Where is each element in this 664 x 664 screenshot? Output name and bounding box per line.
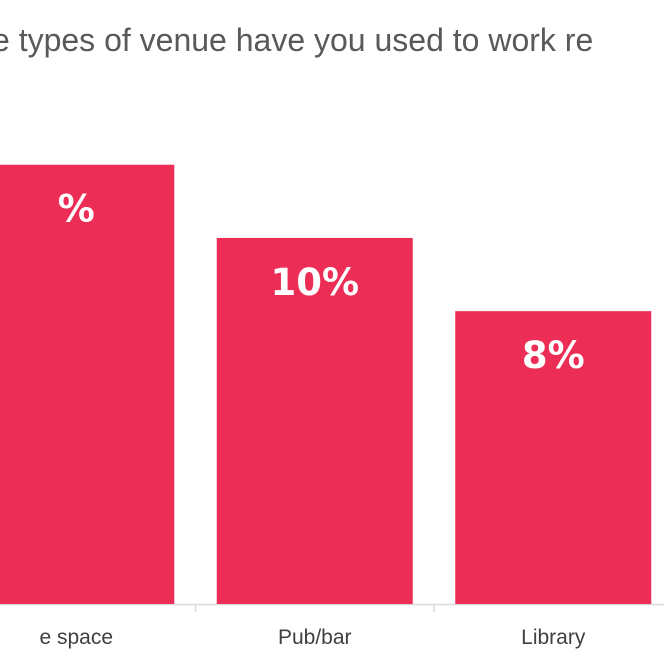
- bar-library: [455, 311, 652, 604]
- data-label-library: 8%: [522, 334, 585, 377]
- category-label-library: Library: [521, 626, 586, 649]
- data-label-e-space: %: [58, 188, 95, 231]
- data-label-pub-bar: 10%: [270, 261, 359, 304]
- category-label-pub-bar: Pub/bar: [278, 626, 352, 649]
- bar-e-space: [0, 164, 175, 604]
- chart-title: e types of venue have you used to work r…: [0, 22, 594, 58]
- bar-pub-bar: [216, 237, 413, 604]
- category-label-e-space: e space: [39, 626, 113, 649]
